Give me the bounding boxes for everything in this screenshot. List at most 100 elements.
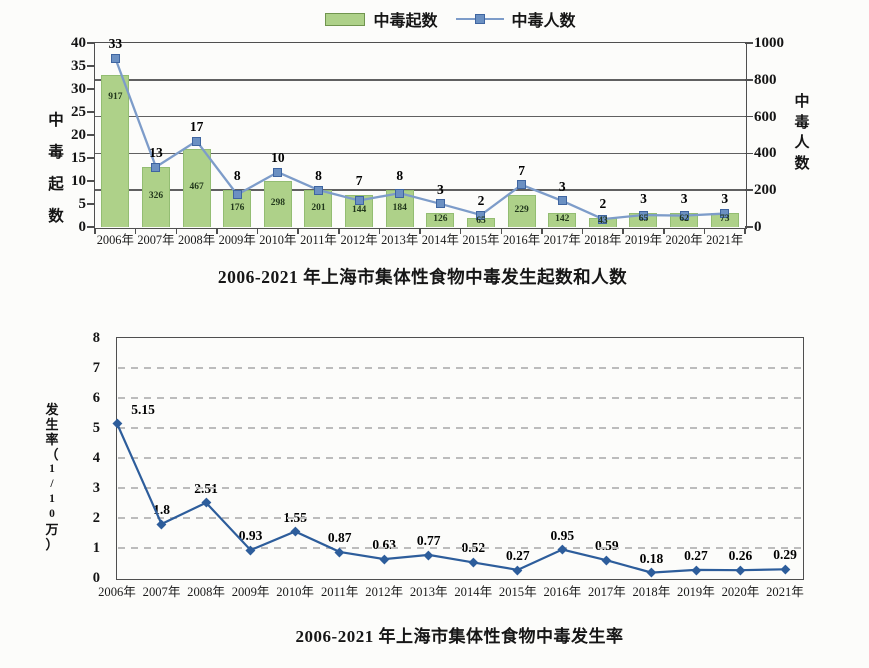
bottom-chart-title: 2006-2021 年上海市集体性食物中毒发生率 [295,627,624,646]
incident-count-label: 7 [355,172,363,188]
rate-value-label: 0.59 [595,538,619,554]
top-x-axis-tick [216,228,218,234]
top-left-axis-tick-label: 40 [71,35,86,51]
bar [548,213,577,227]
bar [223,190,252,227]
bottom-x-axis-label: 2015年 [498,585,537,599]
top-gridline [95,152,745,155]
bottom-y-axis-title-char: 0 [49,508,55,520]
top-right-axis-tick [745,226,753,228]
top-right-axis-tick-label: 600 [754,108,777,125]
bottom-x-axis-label: 2021年 [766,585,804,599]
bar [507,194,536,227]
bottom-x-axis-label: 2020年 [721,585,760,599]
top-line-square-marker [598,214,608,224]
rate-value-label: 0.29 [773,547,797,563]
bottom-gridline [118,397,801,399]
bottom-x-axis-label: 2012年 [365,585,404,599]
top-left-axis-title-char: 毒 [48,144,64,161]
top-x-axis-label: 2006年 [96,233,134,247]
top-right-axis-tick [745,79,753,81]
rate-value-label: 0.93 [238,528,263,544]
top-line-square-marker [395,188,405,198]
top-gridline [95,189,745,191]
bottom-y-axis-tick-label: 0 [92,570,100,586]
top-x-axis-label: 2012年 [340,233,378,247]
top-right-axis-tick-label: 200 [754,182,777,199]
top-left-axis-tick [87,65,95,67]
bottom-y-axis-title-char: （ [45,447,59,462]
incident-count-label: 2 [599,195,607,211]
top-x-axis-tick [256,228,259,234]
bottom-x-axis-label: 2019年 [677,585,715,599]
bar-inside-value-label: 229 [514,204,529,215]
bottom-y-axis-title-char: / [50,478,54,490]
top-left-axis-tick [87,180,95,182]
top-x-axis-label: 2007年 [137,233,175,247]
bottom-y-axis-tick-label: 7 [92,360,100,376]
top-x-axis-label: 2013年 [381,233,419,247]
bar [426,213,455,227]
top-x-axis-tick [663,228,665,234]
bar-inside-value-label: 201 [311,202,326,213]
bottom-x-axis-label: 2007年 [142,585,181,599]
bottom-gridline [118,427,801,429]
bar-inside-value-label: 142 [555,214,570,225]
bar-inside-value-label: 43 [598,216,608,227]
bar-inside-value-label: 467 [189,181,204,192]
top-line-square-marker [110,53,120,63]
legend-label: 中毒起数 [373,13,438,30]
bar-inside-value-label: 184 [392,202,407,213]
top-left-axis-tick [87,111,95,113]
top-left-axis-title-char: 数 [48,208,64,225]
bottom-y-axis-title-char: 1 [49,463,55,475]
top-x-axis-label: 2015年 [462,233,500,247]
top-x-axis-label: 2021年 [706,233,744,247]
bar-inside-value-label: 298 [270,198,285,208]
bottom-line-path [115,423,786,574]
bottom-y-axis-tick-label: 3 [92,480,100,496]
bottom-gridline [118,487,801,489]
top-right-axis-tick [745,189,753,191]
top-x-axis-label: 2014年 [421,233,459,247]
bottom-y-axis-title-char: 万 [45,522,59,537]
bottom-y-axis-title-char: 发 [45,402,59,417]
top-line-square-marker [273,167,283,177]
top-x-axis-label: 2010年 [259,233,297,247]
top-chart-legend: 中毒起数 中毒人数 [16,6,869,32]
top-x-axis-tick [94,228,96,234]
bottom-gridline [118,517,801,519]
rate-value-label: 0.95 [550,527,575,543]
legend-square-marker-icon [474,14,485,24]
top-left-axis-tick [87,88,95,90]
rate-value-label: 0.77 [416,532,441,548]
top-line-square-marker [232,190,242,200]
incident-count-label: 7 [518,162,525,178]
bar-inside-value-label: 917 [108,92,123,103]
top-left-axis-tick-label: 20 [71,127,86,143]
bottom-x-axis-label: 2011年 [320,585,359,599]
top-line-square-marker [720,209,730,219]
bottom-y-axis-title-char: 生 [45,417,59,432]
top-x-axis-tick [338,228,340,234]
top-line-square-marker [557,196,567,206]
top-x-axis-tick [541,228,543,234]
incident-count-label: 3 [558,178,566,194]
rate-value-label: 0.87 [327,529,352,545]
top-left-axis-tick-label: 5 [78,196,87,212]
bar-inside-value-label: 326 [148,191,164,202]
top-right-axis-tick-label: 800 [754,71,777,88]
rate-value-label: 5.15 [131,401,155,417]
top-left-axis-tick-label: 0 [78,219,87,235]
bottom-x-axis-label: 2017年 [587,585,626,599]
incident-count-label: 3 [640,191,647,207]
top-gridline [95,115,745,118]
top-plot-frame [93,41,747,229]
top-x-axis-label: 2017年 [543,233,581,247]
top-x-axis-label: 2011年 [300,233,337,247]
bottom-x-axis-label: 2009年 [231,585,270,599]
incident-count-label: 13 [149,145,163,161]
top-left-axis-tick-label: 25 [71,104,86,120]
bottom-x-axis-label: 2014年 [454,585,493,599]
top-x-axis-label: 2019年 [624,233,663,247]
